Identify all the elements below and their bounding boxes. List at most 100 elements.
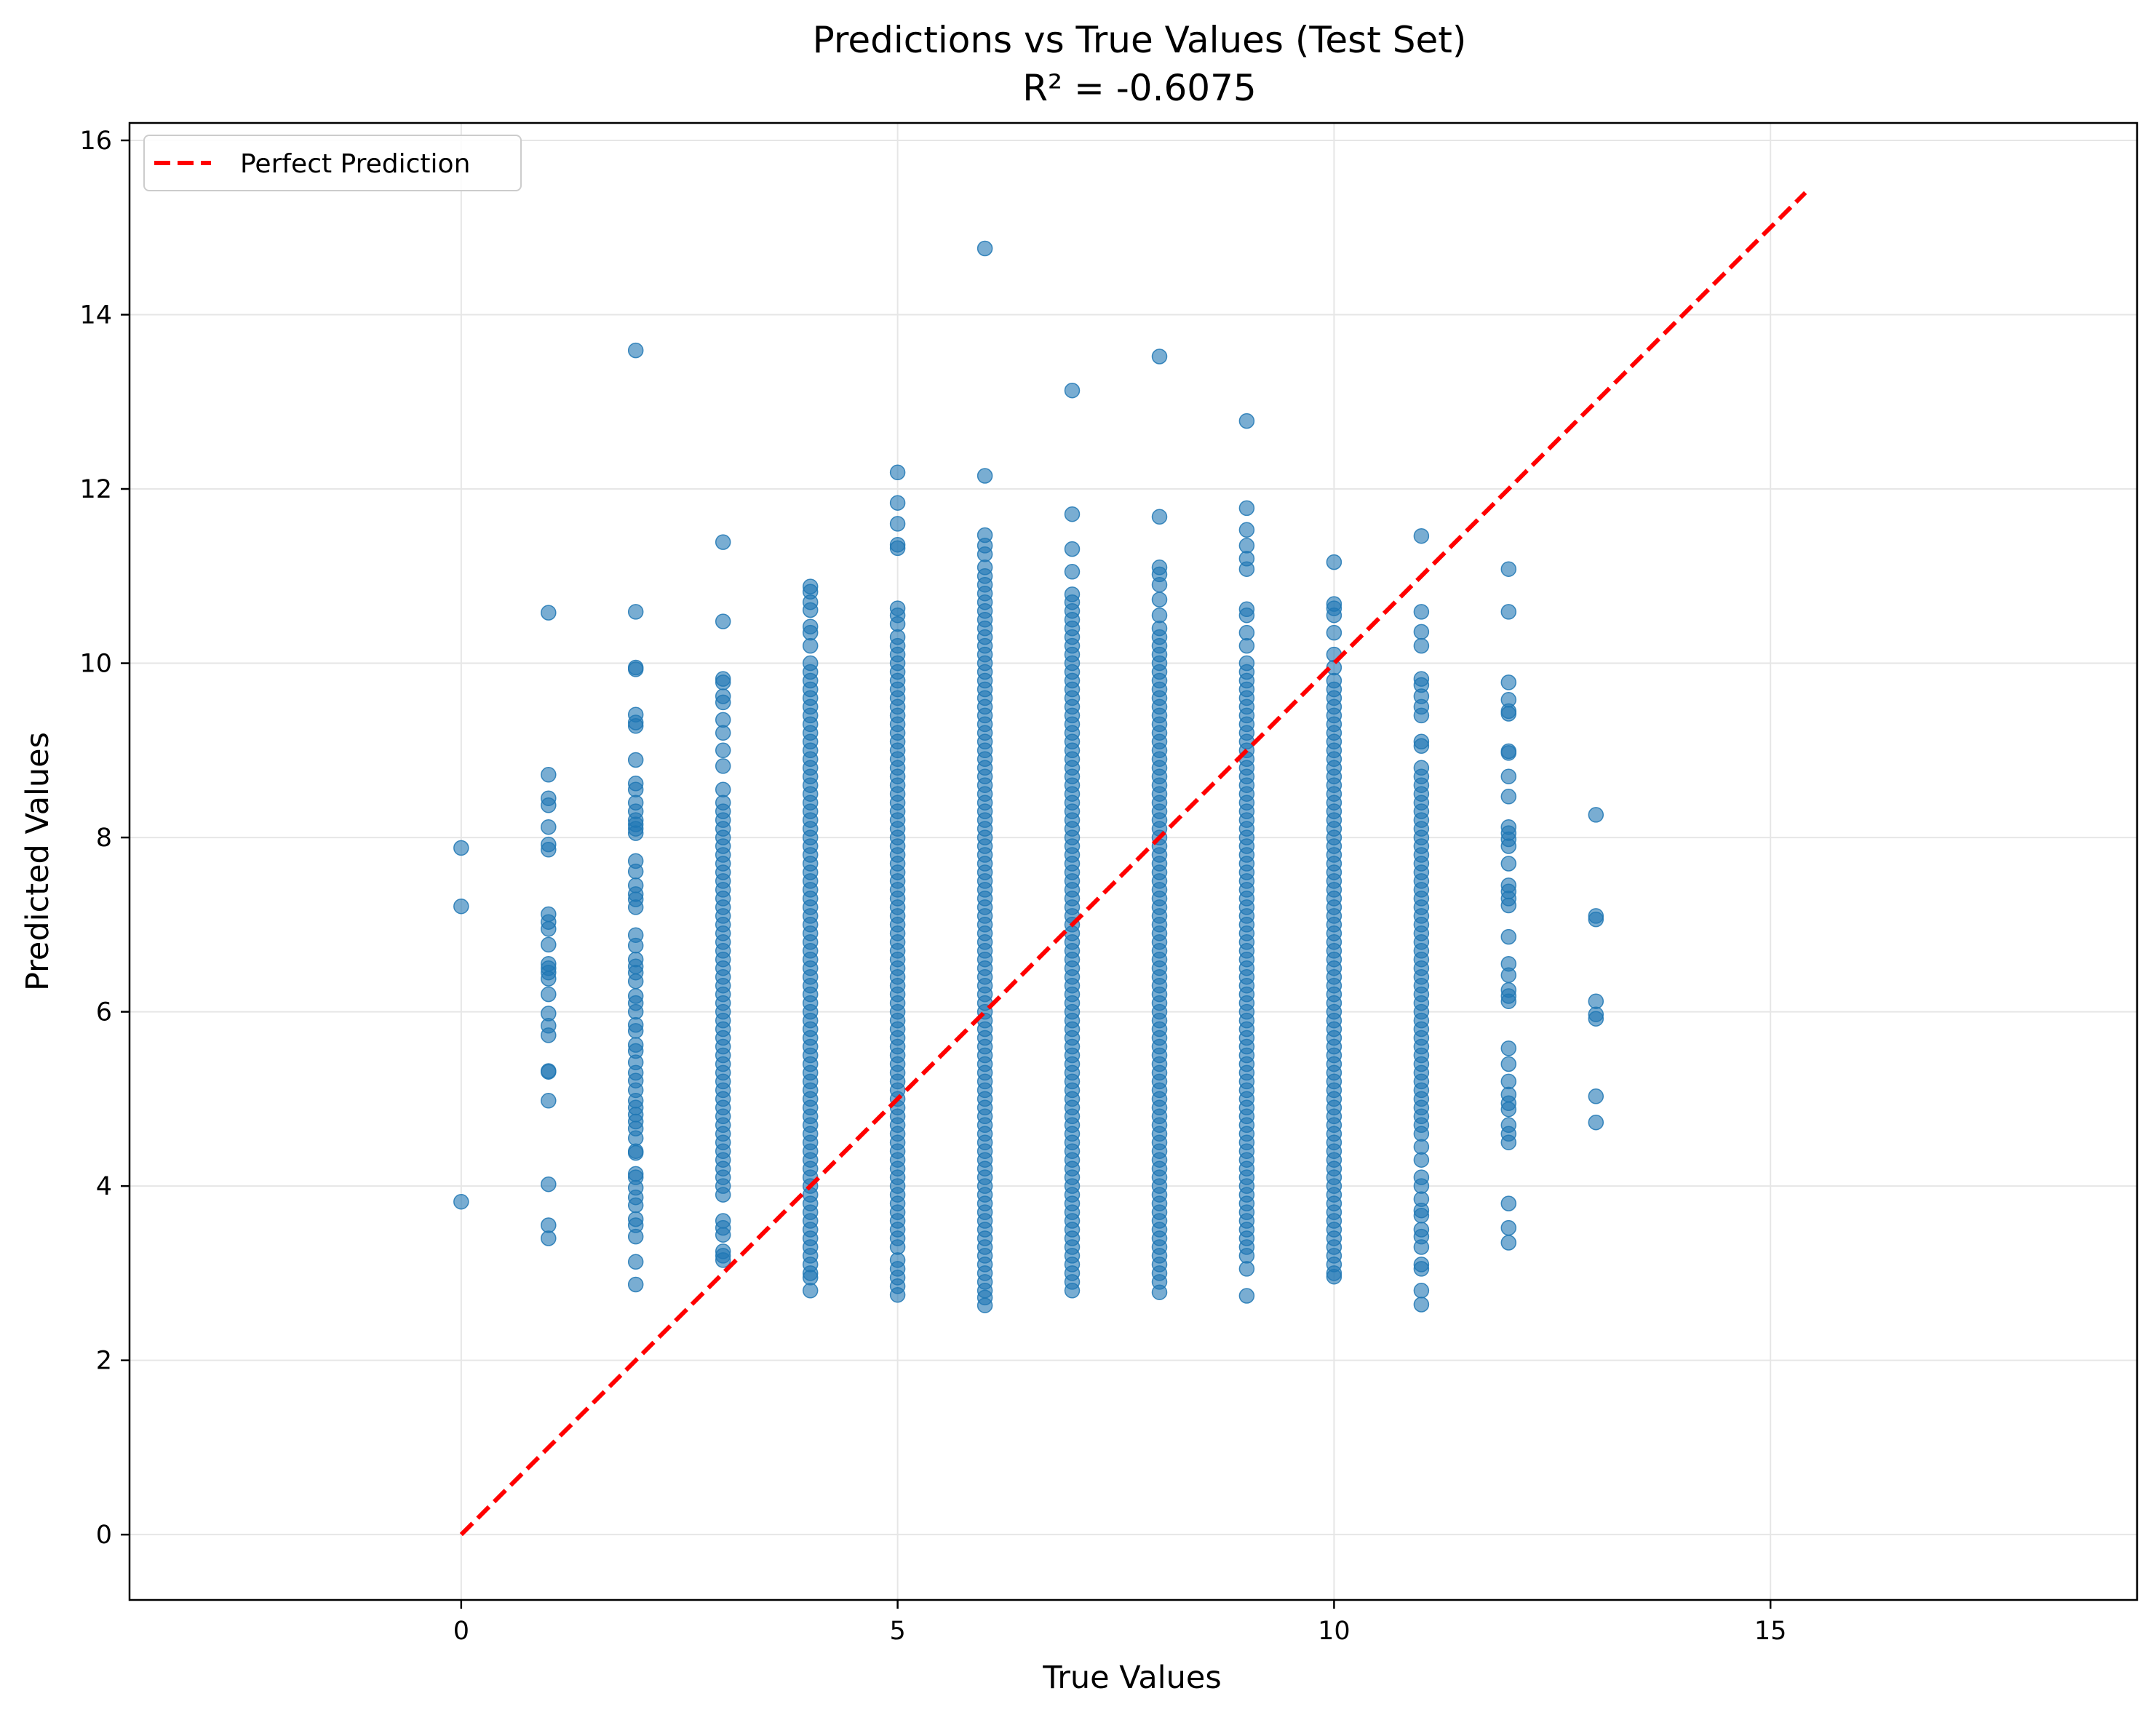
data-point (1500, 928, 1517, 945)
data-point (889, 1287, 906, 1303)
legend-label-perfect-prediction: Perfect Prediction (240, 149, 470, 179)
data-point (1238, 1288, 1255, 1304)
data-point (1151, 607, 1168, 624)
data-point (541, 819, 557, 835)
data-point (541, 1027, 557, 1043)
perfect-prediction-line (459, 191, 1807, 1537)
data-point (1413, 1283, 1430, 1299)
data-point (802, 637, 819, 654)
y-axis-ticks: 0 2 4 6 8 10 12 14 16 (79, 127, 130, 1550)
data-point (1500, 1195, 1517, 1211)
data-point (1413, 1239, 1430, 1255)
data-point (1500, 1235, 1517, 1251)
data-point (1064, 382, 1081, 399)
data-point (1500, 768, 1517, 784)
data-point (1238, 607, 1255, 624)
data-point (715, 1187, 731, 1203)
data-point (889, 540, 906, 557)
data-point (627, 661, 644, 677)
data-point (1413, 1126, 1430, 1142)
data-point (1064, 564, 1081, 580)
y-tick-label: 0 (96, 1521, 112, 1550)
legend-box (143, 135, 522, 191)
data-point (889, 1239, 906, 1255)
data-point (1326, 554, 1342, 570)
data-point (976, 240, 993, 257)
data-point (627, 825, 644, 841)
data-point (627, 781, 644, 797)
data-point (1588, 911, 1604, 928)
data-point (627, 1254, 644, 1270)
data-point (1500, 561, 1517, 577)
data-point (627, 342, 644, 359)
data-point (541, 1093, 557, 1109)
x-tick-label: 10 (1318, 1617, 1351, 1646)
scatter-points (453, 240, 1604, 1313)
data-point (627, 1197, 644, 1214)
data-point (1064, 506, 1081, 522)
data-point (802, 1283, 819, 1299)
data-point (1413, 604, 1430, 620)
data-point (541, 1064, 557, 1080)
data-point (1500, 1134, 1517, 1150)
data-point (1326, 607, 1342, 624)
data-point (715, 534, 731, 550)
data-point (1500, 897, 1517, 914)
data-point (1238, 1261, 1255, 1277)
data-point (1500, 674, 1517, 690)
y-tick-label: 10 (79, 650, 112, 679)
plot-area-frame (128, 122, 2139, 1601)
data-point (976, 546, 993, 562)
legend: Perfect Prediction (143, 135, 522, 191)
data-point (976, 468, 993, 484)
data-point (1500, 1219, 1517, 1236)
data-point (541, 986, 557, 1003)
data-point (715, 712, 731, 728)
data-point (541, 1217, 557, 1233)
data-point (627, 899, 644, 915)
data-point (627, 1003, 644, 1020)
data-point (1588, 1114, 1604, 1131)
data-point (627, 1130, 644, 1147)
data-point (715, 613, 731, 629)
data-point (1588, 1011, 1604, 1027)
data-point (1326, 624, 1342, 641)
reference-line-layer (459, 191, 1807, 1537)
data-point (1238, 637, 1255, 654)
data-point (1413, 738, 1430, 755)
data-point (1500, 967, 1517, 984)
data-point (1500, 1101, 1517, 1118)
y-tick-label: 8 (96, 824, 112, 853)
data-point (627, 752, 644, 768)
data-point (715, 742, 731, 759)
data-point (627, 1228, 644, 1245)
data-point (889, 516, 906, 532)
data-point (715, 694, 731, 711)
data-point (541, 605, 557, 621)
data-point (1500, 1056, 1517, 1072)
data-point (1588, 1088, 1604, 1104)
data-point (1413, 1261, 1430, 1277)
data-point (1500, 706, 1517, 722)
y-tick-label: 14 (79, 300, 112, 330)
data-point (1413, 637, 1430, 654)
y-tick-label: 12 (79, 475, 112, 504)
data-point (1413, 624, 1430, 640)
data-point (1500, 1040, 1517, 1056)
data-point (889, 495, 906, 511)
x-axis-ticks: 0 5 10 15 (453, 1600, 1786, 1646)
data-point (1064, 1283, 1081, 1299)
data-point (1238, 413, 1255, 429)
y-tick-label: 2 (96, 1347, 112, 1376)
data-point (715, 725, 731, 741)
data-point (715, 781, 731, 797)
data-point (1151, 592, 1168, 608)
data-point (1413, 1152, 1430, 1168)
x-tick-label: 5 (889, 1617, 905, 1646)
data-point (1413, 1178, 1430, 1194)
y-tick-label: 16 (79, 127, 112, 156)
data-point (541, 767, 557, 783)
data-point (1500, 993, 1517, 1009)
data-point (1500, 789, 1517, 805)
data-point (1238, 561, 1255, 577)
